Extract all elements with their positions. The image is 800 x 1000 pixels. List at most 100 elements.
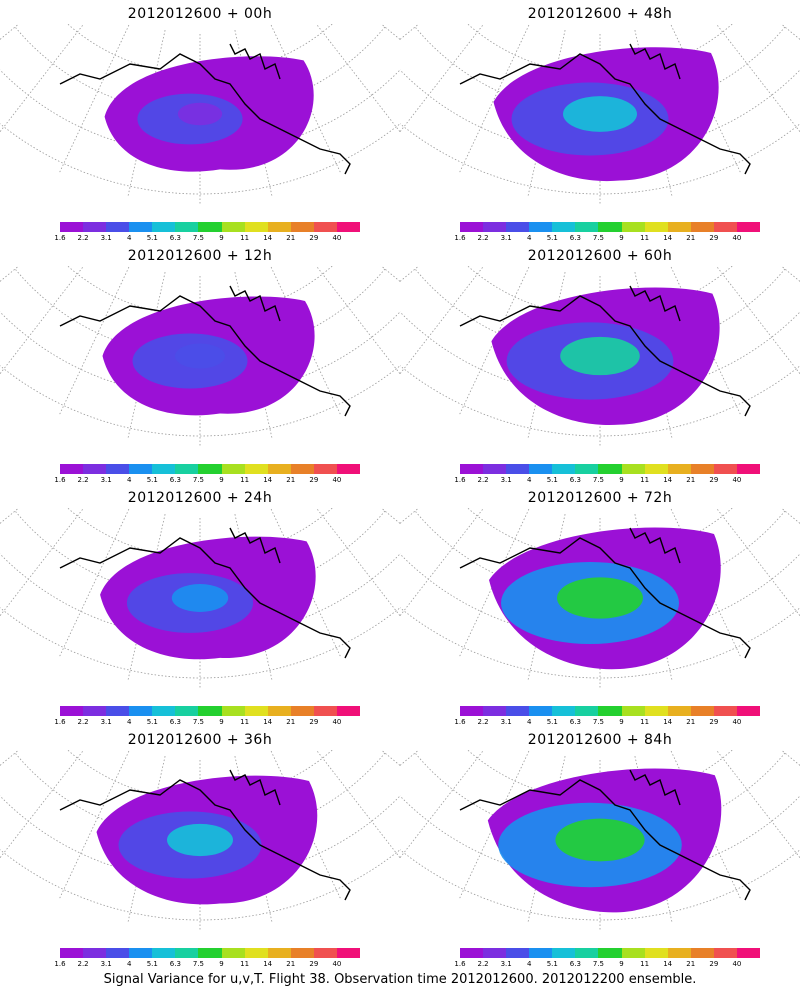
colorbar-tick-label: 7.5 [192,960,205,968]
colorbar-swatch [106,222,130,232]
meridian-line [315,266,400,375]
colorbar-ticks: 1.6 2.2 3.1 4 5.1 6.3 7.5 9 11 14 21 29 40 [454,718,760,728]
colorbar-swatch [713,464,737,474]
colorbar-tick-label: 7.5 [592,718,605,726]
colorbar-tick-label: 1.6 [454,234,466,242]
colorbar-swatch [267,706,291,716]
colorbar-tick-label: 14 [263,718,273,726]
colorbar-swatch [83,464,107,474]
colorbar-swatch [598,948,622,958]
colorbar-swatch [460,222,484,232]
colorbar-swatch [690,464,714,474]
colorbar-tick-label: 7.5 [192,234,205,242]
coastline [59,43,351,175]
panel-title: 2012012600 + 36h [127,732,273,748]
colorbar-swatch [575,222,599,232]
colorbar-swatch [506,948,530,958]
colorbar-ticks: 1.6 2.2 3.1 4 5.1 6.3 7.5 9 11 14 21 29 40 [454,476,760,486]
colorbar-swatch [460,706,484,716]
colorbar-swatch [221,706,245,716]
colorbar-swatch [667,464,691,474]
meridian-line [400,24,485,133]
latitude-line [400,849,800,921]
colorbar-swatch [667,706,691,716]
colorbar-swatch [60,464,84,474]
panel-title: 2012012600 + 12h [127,248,273,264]
latitude-line [400,365,800,437]
colorbar-tick-label: 1.6 [54,476,66,484]
colorbar-swatch [129,948,153,958]
colorbar-tick-label: 2.2 [77,476,89,484]
colorbar-swatch [621,464,645,474]
colorbar-swatch [690,706,714,716]
colorbar-swatch [152,706,176,716]
colorbar-tick-label: 5.1 [546,476,558,484]
colorbar-tick-label: 21 [686,960,696,968]
colorbar-swatch [736,706,761,716]
meridian-line [0,750,20,766]
colorbar-swatch [175,706,199,716]
polar-map [0,266,400,446]
colorbar-tick-label: 5.1 [146,960,158,968]
colorbar-tick-label: 14 [263,476,273,484]
colorbar-ticks: 1.6 2.2 3.1 4 5.1 6.3 7.5 9 11 14 21 29 40 [54,960,360,970]
meridian-line [315,750,400,859]
colorbar-tick-label: 2.2 [77,234,89,242]
meridian-line [715,750,800,859]
colorbar-tick-label: 21 [686,234,696,242]
colorbar-swatch [575,948,599,958]
map-panel: 2012012600 + 84h 1.6 2.2 3.1 4 5.1 6.3 7.5 9 11 14… [400,726,800,971]
colorbar-swatch [221,464,245,474]
colorbar-tick-label: 6.3 [169,476,181,484]
colorbar-swatch [60,222,84,232]
meridian-line [59,750,130,899]
colorbar-tick-label: 6.3 [169,718,181,726]
panel-title: 2012012600 + 48h [527,6,673,22]
colorbar-swatch [129,706,153,716]
colorbar-swatch [336,222,361,232]
colorbar-tick-label: 29 [309,960,319,968]
variance-field [563,96,637,132]
colorbar-tick-label: 6.3 [569,476,581,484]
colorbar-ticks: 1.6 2.2 3.1 4 5.1 6.3 7.5 9 11 14 21 29 40 [454,960,760,970]
colorbar-ticks: 1.6 2.2 3.1 4 5.1 6.3 7.5 9 11 14 21 29 40 [54,718,360,728]
colorbar-tick-label: 2.2 [77,960,89,968]
colorbar-swatch [483,948,507,958]
colorbar-swatch [129,464,153,474]
map-panel: 2012012600 + 36h 1.6 2.2 3.1 4 5.1 6.3 7.5 9 11 14… [0,726,400,971]
variance-field [171,584,229,612]
meridian-line [315,24,400,133]
map-panel: 2012012600 + 24h 1.6 2.2 3.1 4 5.1 6.3 7.5 9 11 14… [0,484,400,729]
colorbar-swatch [598,464,622,474]
meridian-line [780,24,800,40]
colorbar-tick-label: 9 [619,960,624,968]
variance-field [167,823,233,857]
meridian-line [715,24,800,133]
colorbar-swatch [575,464,599,474]
colorbar-swatch [598,222,622,232]
meridian-line [380,24,400,40]
meridian-line [0,24,20,40]
colorbar-tick-label: 29 [309,718,319,726]
colorbar-tick-label: 14 [263,960,273,968]
colorbar-tick-label: 9 [219,960,224,968]
colorbar-tick-label: 3.1 [100,234,112,242]
coastline [59,285,351,417]
colorbar-swatch [244,948,268,958]
meridian-line [400,750,485,859]
colorbar-tick-label: 7.5 [592,234,605,242]
colorbar-tick-label: 4 [526,476,532,484]
colorbar-swatch [290,222,314,232]
colorbar-tick-label: 4 [526,960,532,968]
colorbar-tick-label: 4 [126,476,132,484]
colorbar-swatch [198,222,222,232]
colorbar-swatch [221,222,245,232]
colorbar-swatch [313,464,337,474]
colorbar-tick-label: 5.1 [146,476,158,484]
map-panel: 2012012600 + 60h 1.6 2.2 3.1 4 5.1 6.3 7.5 9 11 14… [400,242,800,487]
colorbar-tick-label: 11 [640,960,650,968]
colorbar-tick-label: 29 [709,476,719,484]
colorbar-tick-label: 6.3 [569,718,581,726]
colorbar-tick-label: 29 [709,960,719,968]
colorbar-tick-label: 3.1 [500,718,512,726]
